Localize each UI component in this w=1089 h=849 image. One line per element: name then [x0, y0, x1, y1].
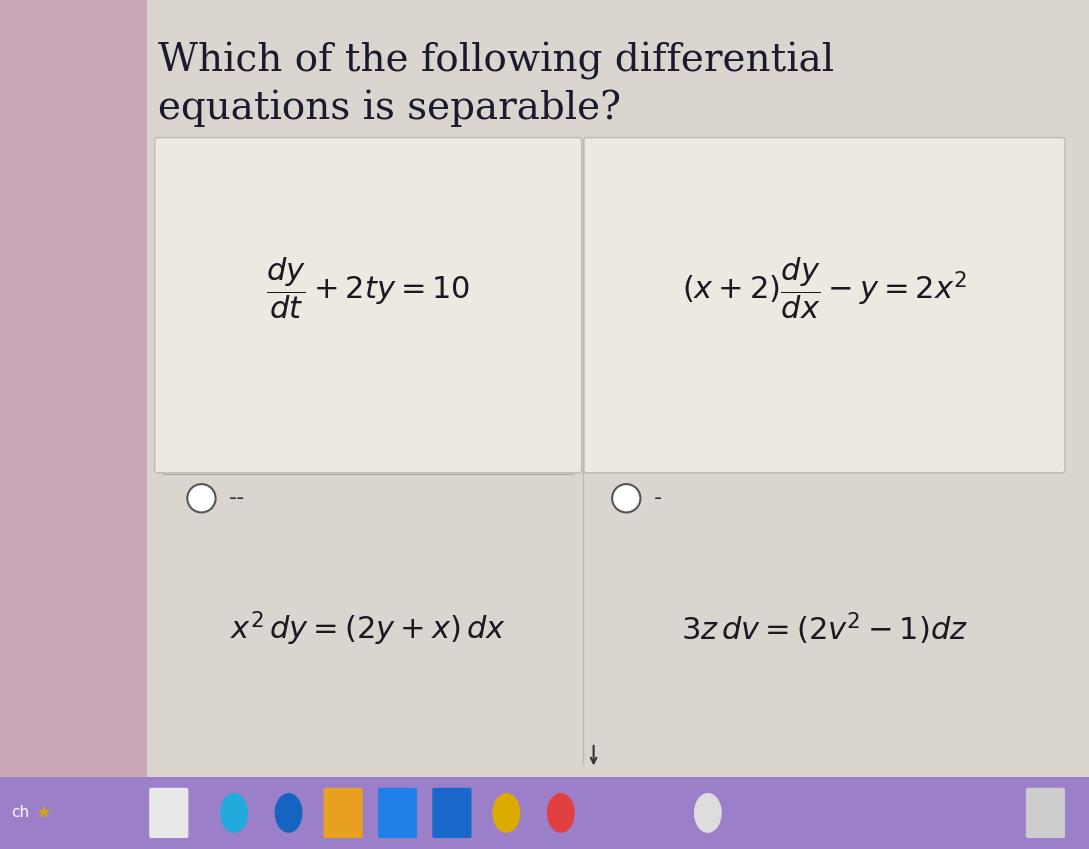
Ellipse shape [274, 793, 303, 833]
Ellipse shape [694, 793, 722, 833]
FancyBboxPatch shape [147, 0, 1089, 777]
FancyBboxPatch shape [432, 788, 472, 838]
Text: equations is separable?: equations is separable? [158, 89, 621, 127]
Text: $(x+2)\dfrac{dy}{dx} - y = 2x^2$: $(x+2)\dfrac{dy}{dx} - y = 2x^2$ [682, 256, 967, 321]
FancyBboxPatch shape [0, 0, 147, 777]
Ellipse shape [187, 484, 216, 513]
Text: $\dfrac{dy}{dt} + 2ty = 10$: $\dfrac{dy}{dt} + 2ty = 10$ [266, 256, 470, 321]
Ellipse shape [492, 793, 521, 833]
Ellipse shape [547, 793, 575, 833]
Text: $3z\,dv = \left(2v^2 - 1\right)dz$: $3z\,dv = \left(2v^2 - 1\right)dz$ [681, 610, 968, 647]
Text: $x^2\,dy = (2y+x)\,dx$: $x^2\,dy = (2y+x)\,dx$ [230, 610, 506, 649]
FancyBboxPatch shape [1026, 788, 1065, 838]
Text: -: - [653, 488, 662, 509]
FancyBboxPatch shape [584, 138, 1065, 473]
Text: ★: ★ [36, 804, 51, 822]
Ellipse shape [612, 484, 640, 513]
Text: ch: ch [11, 806, 29, 820]
FancyBboxPatch shape [323, 788, 363, 838]
FancyBboxPatch shape [378, 788, 417, 838]
FancyBboxPatch shape [0, 777, 1089, 849]
Text: Which of the following differential: Which of the following differential [158, 42, 834, 81]
FancyBboxPatch shape [149, 788, 188, 838]
FancyBboxPatch shape [155, 138, 582, 473]
Ellipse shape [220, 793, 248, 833]
Text: --: -- [229, 488, 245, 509]
